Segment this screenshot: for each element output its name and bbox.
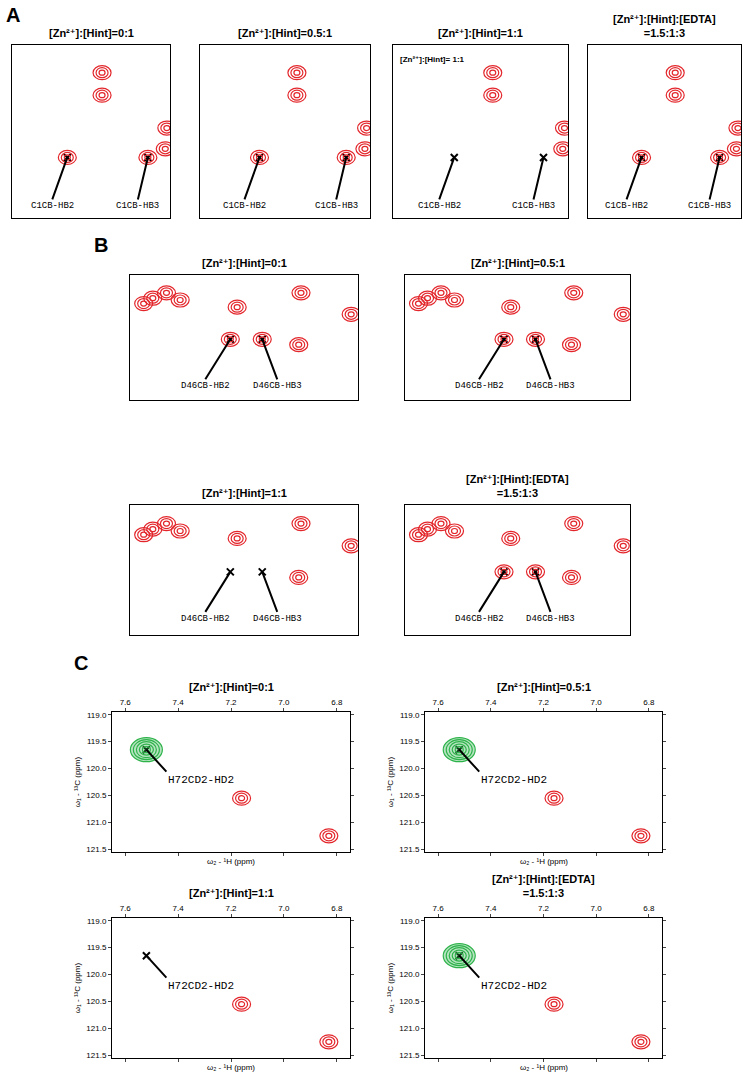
svg-text:D46CB-HB3: D46CB-HB3 xyxy=(253,381,302,391)
svg-text:H72CD2-HD2: H72CD2-HD2 xyxy=(481,980,547,992)
svg-text:C1CB-HB2: C1CB-HB2 xyxy=(223,201,266,211)
svg-text:[Zn²⁺]:[Hint]=1:1: [Zn²⁺]:[Hint]=1:1 xyxy=(438,27,523,39)
svg-text:D46CB-HB2: D46CB-HB2 xyxy=(181,614,230,624)
svg-text:121.5: 121.5 xyxy=(86,845,107,854)
svg-text:[Zn²⁺]:[Hint]:[EDTA]=1.5:1:3: [Zn²⁺]:[Hint]:[EDTA]=1.5:1:3 xyxy=(613,13,716,39)
svg-text:120.5: 120.5 xyxy=(86,997,107,1006)
svg-text:ω₁ - ¹³C (ppm): ω₁ - ¹³C (ppm) xyxy=(73,757,82,808)
svg-text:119.0: 119.0 xyxy=(400,710,420,719)
svg-text:119.5: 119.5 xyxy=(87,737,107,746)
svg-text:7.0: 7.0 xyxy=(278,904,290,913)
svg-text:D46CB-HB2: D46CB-HB2 xyxy=(455,614,504,624)
svg-text:C1CB-HB3: C1CB-HB3 xyxy=(315,201,358,211)
svg-text:120.5: 120.5 xyxy=(399,997,420,1006)
svg-text:119.5: 119.5 xyxy=(87,943,107,952)
svg-text:D46CB-HB3: D46CB-HB3 xyxy=(526,614,575,624)
svg-text:7.6: 7.6 xyxy=(120,698,132,707)
svg-text:120.5: 120.5 xyxy=(399,791,420,800)
svg-text:[Zn²⁺]:[Hint]=0:1: [Zn²⁺]:[Hint]=0:1 xyxy=(49,27,134,39)
svg-text:7.6: 7.6 xyxy=(120,904,132,913)
svg-text:6.8: 6.8 xyxy=(331,904,343,913)
svg-text:120.0: 120.0 xyxy=(86,764,107,773)
svg-text:7.2: 7.2 xyxy=(225,904,237,913)
svg-text:C1CB-HB2: C1CB-HB2 xyxy=(418,201,461,211)
svg-text:D46CB-HB3: D46CB-HB3 xyxy=(526,381,575,391)
svg-text:[Zn²⁺]:[Hint]=0:1: [Zn²⁺]:[Hint]=0:1 xyxy=(202,257,287,269)
svg-text:121.0: 121.0 xyxy=(86,818,107,827)
svg-text:120.0: 120.0 xyxy=(86,970,107,979)
svg-text:6.8: 6.8 xyxy=(331,698,343,707)
svg-text:6.8: 6.8 xyxy=(643,698,655,707)
svg-text:120.0: 120.0 xyxy=(399,970,420,979)
svg-text:H72CD2-HD2: H72CD2-HD2 xyxy=(168,774,234,786)
svg-text:121.5: 121.5 xyxy=(399,1051,420,1060)
svg-text:[Zn²⁺]:[Hint]=0.5:1: [Zn²⁺]:[Hint]=0.5:1 xyxy=(497,681,591,693)
svg-text:[Zn²⁺]:[Hint]=1:1: [Zn²⁺]:[Hint]=1:1 xyxy=(189,887,274,899)
svg-text:7.6: 7.6 xyxy=(433,698,445,707)
svg-text:C1CB-HB3: C1CB-HB3 xyxy=(512,201,555,211)
svg-text:C1CB-HB3: C1CB-HB3 xyxy=(688,201,731,211)
svg-text:7.2: 7.2 xyxy=(538,904,550,913)
svg-text:C: C xyxy=(74,652,88,674)
svg-text:D46CB-HB3: D46CB-HB3 xyxy=(253,614,302,624)
svg-text:C1CB-HB3: C1CB-HB3 xyxy=(116,201,159,211)
svg-text:ω₁ - ¹³C (ppm): ω₁ - ¹³C (ppm) xyxy=(73,963,82,1014)
svg-text:ω₂ - ¹H (ppm): ω₂ - ¹H (ppm) xyxy=(207,857,255,866)
svg-text:7.2: 7.2 xyxy=(225,698,237,707)
svg-text:119.0: 119.0 xyxy=(87,916,107,925)
svg-text:[Zn²⁺]:[Hint]=0.5:1: [Zn²⁺]:[Hint]=0.5:1 xyxy=(238,27,332,39)
svg-text:7.4: 7.4 xyxy=(173,904,185,913)
svg-text:7.0: 7.0 xyxy=(278,698,290,707)
svg-text:ω₂ - ¹H (ppm): ω₂ - ¹H (ppm) xyxy=(207,1063,255,1072)
svg-text:7.4: 7.4 xyxy=(485,698,497,707)
svg-text:C1CB-HB2: C1CB-HB2 xyxy=(31,201,74,211)
svg-text:121.5: 121.5 xyxy=(86,1051,107,1060)
svg-text:119.5: 119.5 xyxy=(400,737,420,746)
svg-text:D46CB-HB2: D46CB-HB2 xyxy=(181,381,230,391)
svg-text:ω₁ - ¹³C (ppm): ω₁ - ¹³C (ppm) xyxy=(386,963,395,1014)
svg-text:D46CB-HB2: D46CB-HB2 xyxy=(455,381,504,391)
svg-text:ω₂ - ¹H (ppm): ω₂ - ¹H (ppm) xyxy=(520,857,568,866)
svg-text:119.0: 119.0 xyxy=(400,916,420,925)
svg-text:H72CD2-HD2: H72CD2-HD2 xyxy=(481,774,547,786)
svg-text:[Zn²⁺]:[Hint]:[EDTA]=1.5:1:3: [Zn²⁺]:[Hint]:[EDTA]=1.5:1:3 xyxy=(492,873,595,899)
svg-text:120.0: 120.0 xyxy=(399,764,420,773)
svg-text:7.6: 7.6 xyxy=(433,904,445,913)
svg-text:[Zn²⁺]:[Hint]=0:1: [Zn²⁺]:[Hint]=0:1 xyxy=(189,681,274,693)
svg-text:H72CD2-HD2: H72CD2-HD2 xyxy=(168,980,234,992)
svg-text:A: A xyxy=(6,4,20,26)
svg-text:[Zn²⁺]:[Hint]= 1:1: [Zn²⁺]:[Hint]= 1:1 xyxy=(400,55,465,64)
svg-text:6.8: 6.8 xyxy=(643,904,655,913)
svg-text:B: B xyxy=(94,234,108,256)
svg-text:[Zn²⁺]:[Hint]=0.5:1: [Zn²⁺]:[Hint]=0.5:1 xyxy=(471,257,565,269)
svg-text:ω₂ - ¹H (ppm): ω₂ - ¹H (ppm) xyxy=(520,1063,568,1072)
svg-text:7.2: 7.2 xyxy=(538,698,550,707)
svg-text:7.4: 7.4 xyxy=(485,904,497,913)
svg-text:120.5: 120.5 xyxy=(86,791,107,800)
svg-text:7.4: 7.4 xyxy=(173,698,185,707)
svg-text:119.5: 119.5 xyxy=(400,943,420,952)
svg-text:7.0: 7.0 xyxy=(591,698,603,707)
svg-text:121.0: 121.0 xyxy=(399,1024,420,1033)
svg-text:ω₁ - ¹³C (ppm): ω₁ - ¹³C (ppm) xyxy=(386,757,395,808)
svg-text:121.5: 121.5 xyxy=(399,845,420,854)
svg-text:7.0: 7.0 xyxy=(591,904,603,913)
svg-text:[Zn²⁺]:[Hint]:[EDTA]=1.5:1:3: [Zn²⁺]:[Hint]:[EDTA]=1.5:1:3 xyxy=(466,473,569,499)
svg-text:[Zn²⁺]:[Hint]=1:1: [Zn²⁺]:[Hint]=1:1 xyxy=(202,487,287,499)
svg-text:119.0: 119.0 xyxy=(87,710,107,719)
svg-text:121.0: 121.0 xyxy=(399,818,420,827)
svg-text:C1CB-HB2: C1CB-HB2 xyxy=(605,201,648,211)
svg-text:121.0: 121.0 xyxy=(86,1024,107,1033)
